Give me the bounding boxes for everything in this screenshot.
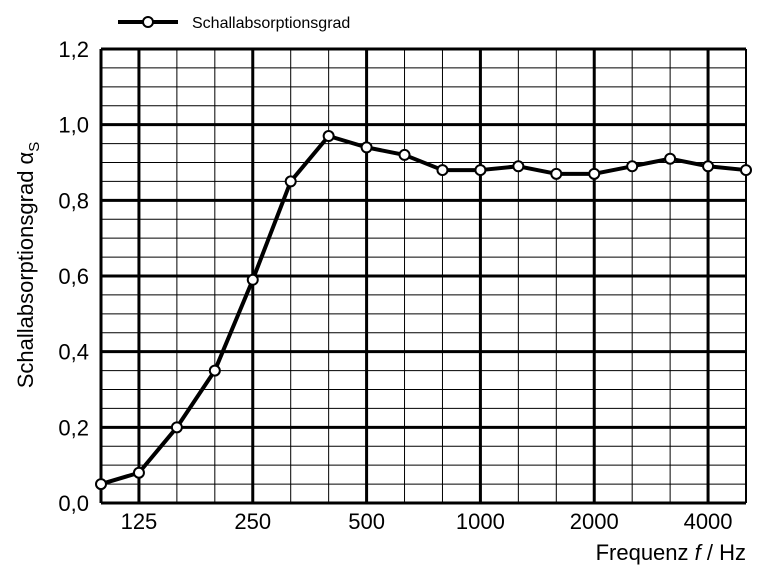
data-point xyxy=(208,364,221,377)
x-tick-label: 4000 xyxy=(684,509,733,534)
y-tick-label: 0,2 xyxy=(58,415,89,440)
grid xyxy=(101,47,746,503)
data-point xyxy=(284,175,297,188)
data-point xyxy=(246,273,259,286)
data-point xyxy=(550,167,563,180)
data-point xyxy=(95,478,107,491)
tick-labels: 0,0 0,2 0,4 0,6 0,8 1,0 1,2 125 250 500 1000 2000 40… xyxy=(58,37,732,534)
x-axis-title: Frequenz f / Hz xyxy=(596,540,746,565)
data-point xyxy=(740,164,752,177)
data-point xyxy=(322,130,335,143)
x-tick-label: 1000 xyxy=(456,509,505,534)
data-point xyxy=(360,141,373,154)
data-point xyxy=(132,466,145,479)
data-point xyxy=(398,148,411,161)
y-axis-title-main: Schallabsorptionsgrad α xyxy=(13,151,38,388)
data-point xyxy=(512,160,525,173)
x-axis-title-variable: f xyxy=(695,540,704,565)
y-tick-label: 1,0 xyxy=(58,113,89,138)
y-tick-label: 0,0 xyxy=(58,491,89,516)
x-tick-label: 500 xyxy=(348,509,385,534)
data-point xyxy=(626,160,639,173)
y-tick-label: 0,8 xyxy=(58,188,89,213)
axes xyxy=(99,49,747,505)
data-point xyxy=(170,421,183,434)
legend-label: Schallabsorptionsgrad xyxy=(192,15,350,32)
data-point xyxy=(588,167,601,180)
x-axis-title-prefix: Frequenz xyxy=(596,540,695,565)
y-axis-title: Schallabsorptionsgrad αS xyxy=(13,142,43,389)
series-line xyxy=(100,134,747,486)
data-point xyxy=(702,160,715,173)
x-tick-label: 125 xyxy=(121,509,158,534)
data-point xyxy=(474,164,487,177)
legend-marker-swatch xyxy=(142,16,154,28)
x-tick-label: 250 xyxy=(234,509,271,534)
y-axis-title-subscript: S xyxy=(26,142,43,152)
y-tick-label: 0,6 xyxy=(58,264,89,289)
legend: Schallabsorptionsgrad xyxy=(118,15,350,32)
y-tick-label: 0,4 xyxy=(58,340,89,365)
data-point xyxy=(664,152,677,165)
data-point xyxy=(436,164,449,177)
x-axis-title-suffix: / Hz xyxy=(701,540,746,565)
x-tick-label: 2000 xyxy=(570,509,619,534)
y-tick-label: 1,2 xyxy=(58,37,89,62)
series-layer xyxy=(95,130,752,491)
